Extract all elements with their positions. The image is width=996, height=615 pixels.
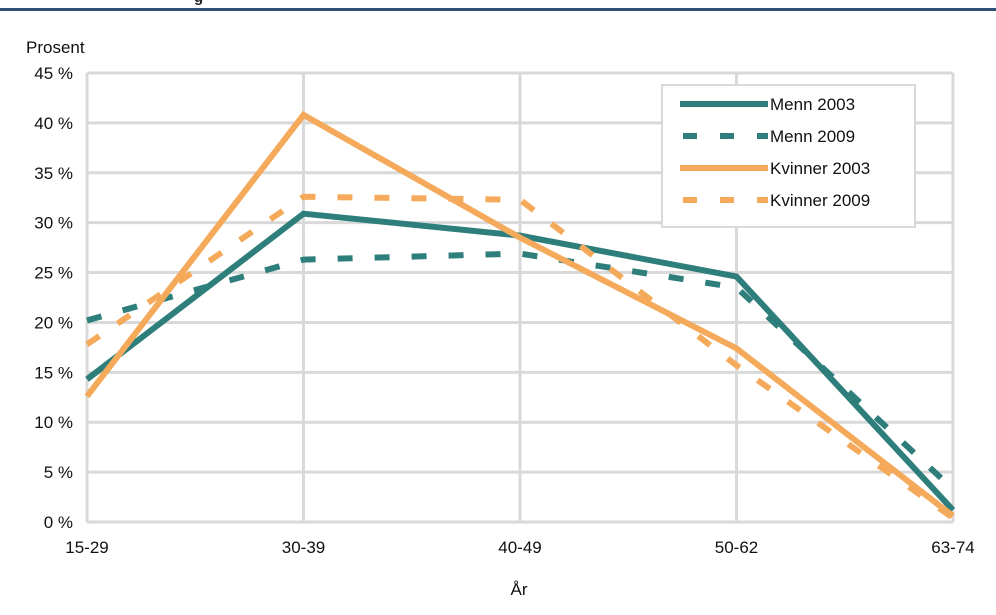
legend-label: Menn 2009	[770, 127, 855, 146]
legend-label: Kvinner 2009	[770, 191, 870, 210]
y-tick-label: 20 %	[34, 313, 73, 332]
series-lines	[84, 111, 956, 521]
x-tick-label: 40-49	[498, 538, 541, 557]
legend: Menn 2003 Menn 2009 Kvinner 2003 Kvinner 20…	[661, 84, 916, 228]
y-tick-label: 35 %	[34, 164, 73, 183]
y-tick-label: 5 %	[44, 463, 73, 482]
x-tick-label: 15-29	[65, 538, 108, 557]
figure-title-fragment: g	[194, 0, 203, 6]
y-tick-label: 30 %	[34, 214, 73, 233]
y-tick-label: 40 %	[34, 114, 73, 133]
x-tick-label: 63-74	[931, 538, 974, 557]
y-tick-label: 15 %	[34, 363, 73, 382]
legend-label: Menn 2003	[770, 95, 855, 114]
x-tick-label: 50-62	[715, 538, 758, 557]
y-tick-label: 25 %	[34, 264, 73, 283]
y-tick-label: 0 %	[44, 513, 73, 532]
y-tick-label: 45 %	[34, 64, 73, 83]
x-axis-title: År	[511, 580, 528, 599]
legend-box	[661, 84, 916, 228]
y-tick-label: 10 %	[34, 413, 73, 432]
y-axis-title: Prosent	[26, 38, 85, 57]
y-tick-labels: 0 % 5 % 10 % 15 % 20 % 25 % 30 % 35 % 40 % 45 %	[34, 64, 73, 532]
series-line	[84, 111, 955, 519]
series-line	[86, 250, 956, 492]
header-rule	[0, 8, 996, 11]
x-tick-label: 30-39	[282, 538, 325, 557]
legend-label: Kvinner 2003	[770, 159, 870, 178]
x-tick-labels: 15-29 30-39 40-49 50-62 63-74	[65, 538, 974, 557]
